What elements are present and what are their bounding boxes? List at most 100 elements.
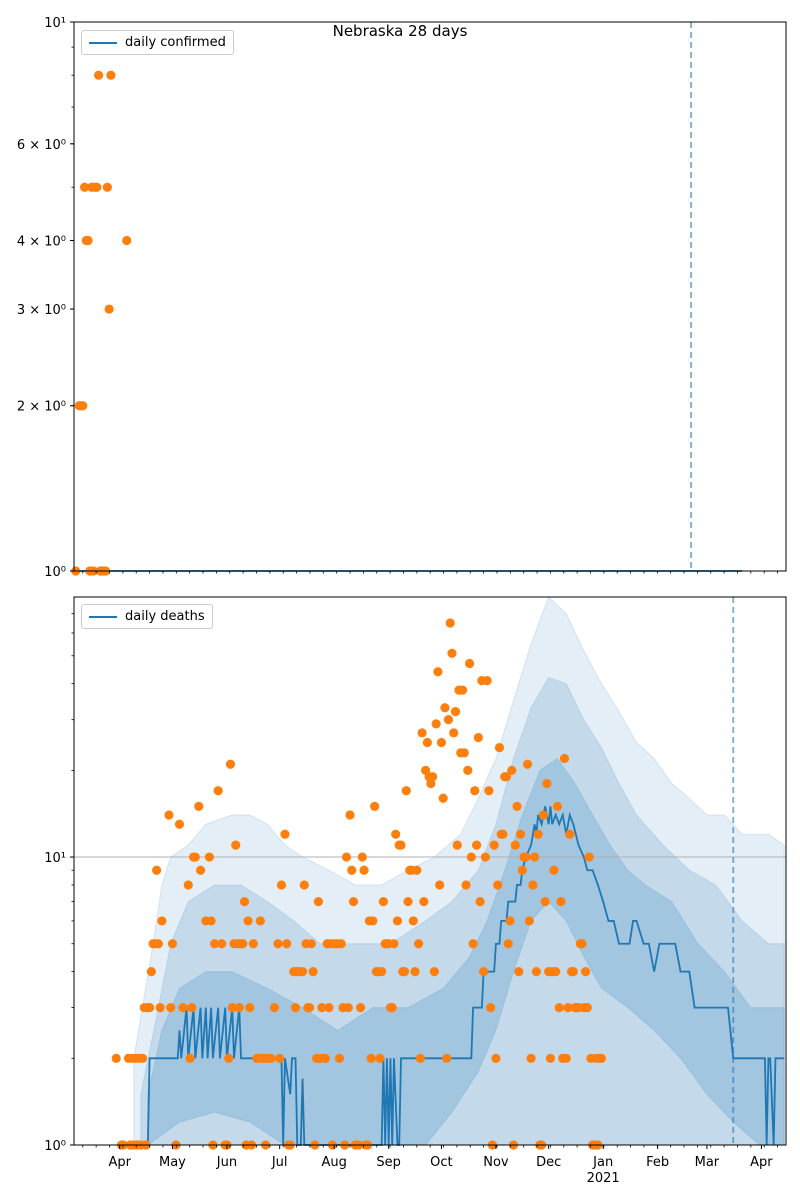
- data-point: [413, 939, 424, 949]
- data-point: [78, 401, 88, 411]
- data-point: [489, 840, 499, 850]
- data-point: [512, 801, 522, 811]
- data-point: [185, 1053, 195, 1063]
- y-tick-label: 10¹: [44, 851, 66, 866]
- data-point: [526, 1053, 536, 1063]
- x-tick-label: Oct: [430, 1155, 452, 1170]
- data-point: [248, 939, 258, 949]
- data-point: [468, 939, 478, 949]
- x-tick-label: Jun: [216, 1155, 237, 1170]
- data-point: [565, 829, 575, 839]
- data-point: [155, 1003, 165, 1013]
- x-tick-label: Aug: [321, 1155, 346, 1170]
- x-tick-label: Jan: [592, 1155, 613, 1170]
- data-point: [366, 1053, 376, 1063]
- data-point: [505, 916, 515, 926]
- figure-title: Nebraska 28 days: [332, 22, 468, 40]
- data-point: [440, 703, 450, 713]
- data-point: [273, 939, 283, 949]
- data-point: [297, 967, 308, 977]
- data-point: [524, 916, 534, 926]
- data-point: [503, 939, 513, 949]
- data-point: [577, 939, 587, 949]
- data-point: [92, 182, 102, 192]
- data-point: [479, 967, 489, 977]
- data-point: [410, 967, 420, 977]
- data-point: [266, 1053, 276, 1063]
- data-point: [542, 778, 552, 789]
- data-point: [399, 967, 410, 977]
- data-point: [227, 1003, 237, 1013]
- data-point: [484, 786, 494, 796]
- data-point: [313, 897, 323, 907]
- data-point: [522, 759, 533, 769]
- data-point: [368, 916, 378, 926]
- data-point: [190, 852, 200, 862]
- legend-deaths: daily deaths: [81, 604, 213, 629]
- data-point: [157, 916, 167, 926]
- data-point: [457, 685, 468, 695]
- data-point: [210, 939, 220, 949]
- x-tick-label: May: [159, 1155, 186, 1170]
- data-point: [459, 748, 469, 758]
- data-point: [540, 897, 550, 907]
- data-point: [375, 1053, 385, 1063]
- data-point: [433, 667, 443, 677]
- data-point: [471, 840, 482, 850]
- data-point: [498, 829, 508, 839]
- plot-frame: [73, 21, 787, 572]
- data-point: [582, 1003, 592, 1013]
- data-point: [217, 939, 227, 949]
- data-point: [538, 810, 548, 820]
- data-point: [144, 1003, 155, 1013]
- legend-line-swatch: [89, 41, 117, 44]
- data-point: [164, 810, 174, 820]
- data-point: [528, 880, 538, 890]
- data-point: [183, 880, 193, 890]
- data-point: [580, 967, 591, 977]
- data-point: [231, 840, 241, 850]
- data-point: [445, 618, 455, 628]
- data-point: [243, 916, 253, 926]
- data-point: [559, 753, 570, 764]
- data-point: [480, 852, 490, 862]
- data-point: [357, 852, 367, 862]
- data-point: [336, 939, 346, 949]
- y-tick-label: 3 × 10⁰: [17, 303, 66, 318]
- data-point: [491, 1053, 501, 1063]
- legend-label: daily deaths: [125, 609, 205, 624]
- data-point: [195, 865, 206, 875]
- data-point: [501, 772, 512, 782]
- data-point: [493, 880, 503, 890]
- y-tick-label: 10⁰: [44, 1139, 66, 1154]
- x-year-label: 2021: [587, 1171, 620, 1186]
- data-point: [153, 939, 163, 949]
- data-point: [419, 897, 429, 907]
- data-point: [213, 786, 223, 796]
- data-point: [238, 939, 248, 949]
- data-point: [521, 852, 531, 862]
- data-point: [389, 939, 399, 949]
- data-point: [517, 865, 527, 875]
- data-point: [515, 829, 526, 839]
- data-point: [507, 765, 517, 775]
- data-point: [94, 70, 104, 80]
- data-point: [412, 865, 422, 875]
- data-point: [320, 1053, 330, 1063]
- data-point: [545, 1053, 556, 1063]
- data-point: [79, 182, 90, 192]
- data-point: [463, 765, 473, 775]
- data-point: [102, 182, 113, 192]
- data-point: [347, 865, 357, 875]
- x-tick-label: Mar: [695, 1155, 720, 1170]
- data-point: [194, 801, 204, 811]
- data-point: [452, 840, 462, 850]
- data-point: [166, 1003, 176, 1013]
- data-point: [355, 1003, 366, 1013]
- data-point: [431, 719, 441, 729]
- data-point: [370, 801, 380, 811]
- data-point: [554, 1003, 564, 1013]
- data-point: [255, 916, 265, 926]
- data-point: [378, 897, 389, 907]
- data-point: [225, 759, 236, 769]
